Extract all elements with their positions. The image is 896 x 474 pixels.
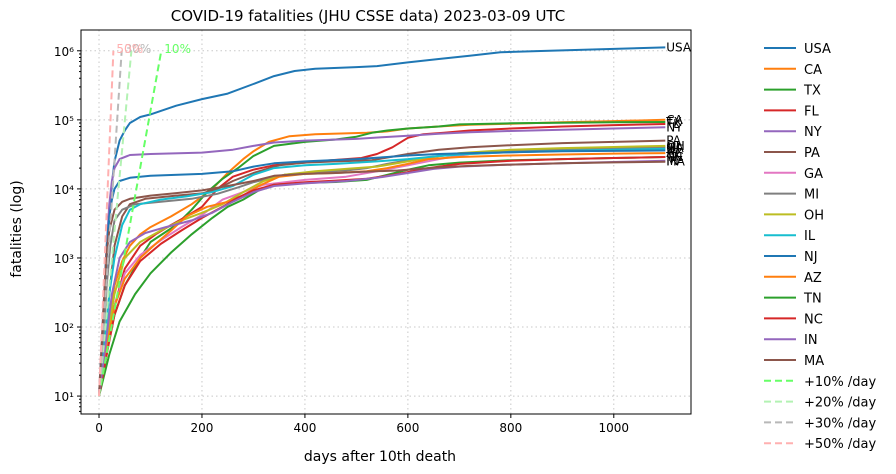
series-end-label: OH <box>666 139 684 153</box>
legend-entry-label: IL <box>804 229 816 244</box>
x-tick-label: 800 <box>499 421 522 435</box>
series-line-nj <box>98 149 666 397</box>
series-end-label: MI <box>666 140 680 154</box>
series-line-10-day <box>98 50 163 397</box>
series-end-label: TX <box>665 115 682 129</box>
legend-entry-label: MA <box>804 354 824 369</box>
legend-entry-label: GA <box>804 167 823 182</box>
axis-ticks: 0 200 400 600 800 1000 10¹ 10² 10³ 10⁴ 10⁵ 10⁶ <box>54 45 629 435</box>
legend-entry-label: OH <box>804 208 824 223</box>
legend-entry-label: NC <box>804 312 823 327</box>
x-tick-label: 600 <box>396 421 419 435</box>
plot-series <box>98 46 666 397</box>
x-tick-label: 400 <box>293 421 316 435</box>
y-tick-label: 10¹ <box>54 390 74 404</box>
series-line-ga <box>98 147 666 397</box>
series-end-label: NC <box>666 150 683 164</box>
series-line-pa <box>98 139 666 397</box>
series-end-label: NJ <box>666 143 679 157</box>
y-tick-label: 10⁵ <box>54 114 74 128</box>
series-end-label: IL <box>666 142 677 156</box>
x-axis-label: days after 10th death <box>304 449 456 465</box>
y-axis-label: fatalities (log) <box>9 180 25 277</box>
legend-entry-label: AZ <box>804 271 822 286</box>
y-tick-label: 10³ <box>54 252 74 266</box>
series-line-ny <box>98 126 666 397</box>
series-line-oh <box>98 144 666 397</box>
series-end-label: IN <box>666 154 679 168</box>
chart-title: COVID-19 fatalities (JHU CSSE data) 2023… <box>171 7 565 25</box>
x-tick-label: 1000 <box>599 421 630 435</box>
series-line-nc <box>98 156 666 397</box>
series-end-label: CA <box>666 113 683 127</box>
legend-entry-label: USA <box>804 42 831 57</box>
legend-entry-label: NY <box>804 125 822 140</box>
x-tick-label: 200 <box>191 421 214 435</box>
series-line-il <box>98 147 666 397</box>
legend-entry-label: +30% /day <box>804 416 877 431</box>
legend-entry-label: TX <box>803 84 821 99</box>
legend-entry-label: NJ <box>804 250 818 265</box>
series-end-label: AZ <box>666 146 682 160</box>
series-end-label: NY <box>666 120 683 134</box>
series-end-label: FL <box>666 117 680 131</box>
series-end-label: GA <box>666 141 684 155</box>
x-tick-label: 0 <box>95 421 103 435</box>
series-end-label: PA <box>666 134 681 148</box>
series-line-az <box>98 152 666 397</box>
series-end-label: USA <box>666 40 692 54</box>
grid <box>81 30 691 414</box>
legend-entry-label: MI <box>804 188 819 203</box>
legend-entry-label: +10% /day <box>804 375 877 390</box>
legend-entry-label: +50% /day <box>804 437 877 452</box>
series-end-label: MA <box>666 155 685 169</box>
series-line-30-day <box>98 50 123 397</box>
legend-entry-label: +20% /day <box>804 396 877 411</box>
series-line-50-day <box>98 50 115 397</box>
legend-entry-label: PA <box>804 146 820 161</box>
series-line-mi <box>98 146 666 397</box>
legend-entry-label: IN <box>804 333 818 348</box>
series-line-20-day <box>98 50 133 397</box>
plot-area-frame <box>80 29 692 415</box>
y-tick-label: 10⁴ <box>54 183 74 197</box>
y-tick-label: 10⁶ <box>54 45 74 59</box>
series-end-label: 10% <box>164 42 191 56</box>
legend-entry-label: CA <box>804 63 822 78</box>
legend: USA CA TX FL NY PA GA MI OH IL NJ AZ TN NC IN MA +10% /d… <box>764 42 877 452</box>
legend-entry-label: FL <box>804 104 819 119</box>
legend-entry-label: TN <box>803 292 822 307</box>
y-tick-label: 10² <box>54 321 74 335</box>
series-end-label: 30% <box>125 42 152 56</box>
series-end-label: 50% <box>116 42 143 56</box>
series-end-label: TN <box>665 150 682 164</box>
